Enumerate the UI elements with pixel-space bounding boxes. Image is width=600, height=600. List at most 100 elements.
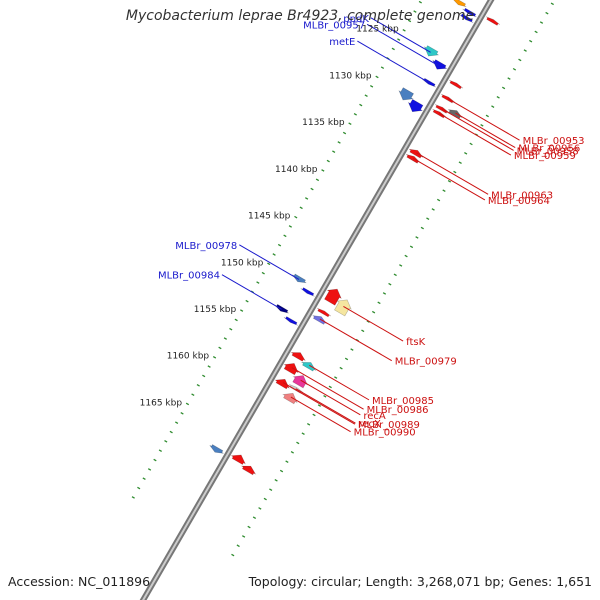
label-leader-line: [319, 318, 392, 362]
label-leader-line: [221, 274, 282, 310]
label-leader-line: [290, 396, 351, 433]
label-leader-line: [282, 382, 356, 425]
label-leader-line: [370, 17, 431, 53]
tick-track-dot: [247, 525, 251, 529]
tick-track-dot: [263, 497, 267, 501]
gene-label: MLBr_00959: [514, 151, 576, 162]
tick-track-dot: [258, 507, 262, 510]
tick-track-dot: [404, 254, 408, 258]
tick-track-dot: [153, 458, 157, 462]
tick-label: 1125 kbp: [356, 25, 399, 35]
tick-track-dot: [485, 114, 489, 118]
label-leader-line: [438, 113, 512, 156]
tick-track-dot: [301, 432, 305, 435]
tick-track-dot: [529, 39, 533, 43]
tick-track-dot: [550, 2, 554, 6]
gene-label: metE: [329, 37, 355, 48]
gene-label: ftsK: [406, 337, 425, 348]
gene-arrow: [290, 352, 306, 362]
tick-track-dot: [453, 170, 457, 174]
gene-label: MLBr_00989: [358, 420, 420, 431]
gene-arrow: [334, 299, 352, 317]
gene-label: MLBr_00953: [523, 136, 585, 147]
tick-track-dot: [339, 366, 343, 370]
tick-track-dot: [315, 178, 320, 182]
tick-track-dot: [185, 402, 190, 406]
tick-track-dot: [323, 394, 327, 398]
tick-track-dot: [364, 94, 368, 97]
gene-arrow: [230, 454, 246, 465]
tick-track-dot: [252, 516, 257, 520]
tick-track-dot: [180, 412, 184, 415]
tick-track-dot: [279, 469, 284, 473]
tick-track-dot: [326, 159, 330, 163]
label-leader-line: [366, 23, 440, 67]
tick-track-dot: [241, 535, 246, 538]
tick-track-dot: [491, 105, 495, 108]
gene-label: MLBr_00978: [175, 241, 237, 252]
tick-track-dot: [523, 49, 527, 52]
tick-track-dot: [431, 208, 435, 211]
tick-label: 1140 kbp: [275, 165, 318, 175]
gene-label: MLBr_00990: [354, 428, 416, 439]
tick-track-dot: [518, 58, 522, 62]
tick-track-dot: [393, 273, 397, 277]
tick-track-dot: [306, 422, 311, 426]
tick-track-dot: [169, 430, 173, 434]
label-leader-line: [239, 244, 300, 280]
tick-track-dot: [344, 357, 349, 361]
tick-track-dot: [299, 206, 303, 210]
gene-label: MLBr_00956: [518, 144, 580, 155]
tick-track-dot: [229, 327, 233, 331]
label-leader-line: [455, 112, 516, 149]
gene-label: MLBr_00963: [491, 190, 553, 201]
tick-track-dot: [447, 180, 452, 183]
tick-track-dot: [290, 451, 294, 454]
tick-track-dot: [272, 253, 276, 256]
gene-arrow: [283, 363, 299, 376]
backbone-line: [139, 0, 495, 600]
tick-track-dot: [158, 449, 162, 453]
genome-summary-text: Topology: circular; Length: 3,268,071 bp…: [248, 574, 592, 589]
label-leader-line: [291, 367, 364, 410]
gene-label: MLBr_00958: [517, 146, 579, 157]
gene-arrow: [462, 7, 477, 18]
tick-track-dot: [334, 376, 338, 379]
tick-track-dot: [501, 86, 506, 90]
tick-track-dot: [202, 374, 206, 378]
tick-track-dot: [350, 348, 354, 351]
label-leader-line: [300, 379, 361, 416]
tick-track-dot: [353, 113, 357, 116]
tick-track-dot: [391, 47, 395, 51]
tick-track-dot: [464, 152, 468, 155]
tick-track-dot: [310, 187, 314, 191]
tick-label: 1145 kbp: [248, 212, 291, 222]
map-title: Mycobacterium leprae Br4923, complete ge…: [125, 8, 475, 24]
tick-track-dot: [337, 141, 341, 144]
tick-track-dot: [321, 169, 325, 172]
tick-track-dot: [399, 264, 403, 267]
tick-track-dot: [507, 77, 511, 80]
tick-track-dot: [382, 292, 387, 295]
tick-track-dot: [369, 85, 374, 88]
tick-track-dot: [283, 234, 287, 238]
tick-track-dot: [207, 365, 211, 368]
gene-arrow: [300, 362, 317, 372]
tick-track-dot: [388, 282, 392, 286]
gene-arrow: [432, 59, 448, 70]
tick-track-dot: [458, 161, 462, 164]
tick-track-dot: [137, 486, 141, 490]
tick-track-dot: [239, 309, 244, 312]
tick-track-dot: [147, 468, 152, 471]
tick-track-dot: [534, 30, 538, 34]
tick-track-dot: [418, 0, 422, 4]
gene-arrow: [485, 16, 501, 26]
tick-track-dot: [413, 10, 417, 13]
gene-arrow: [292, 273, 307, 284]
tick-track-dot: [332, 150, 336, 154]
gene-arrow: [398, 87, 414, 101]
label-leader-line: [295, 388, 356, 424]
tick-track-dot: [274, 479, 278, 482]
